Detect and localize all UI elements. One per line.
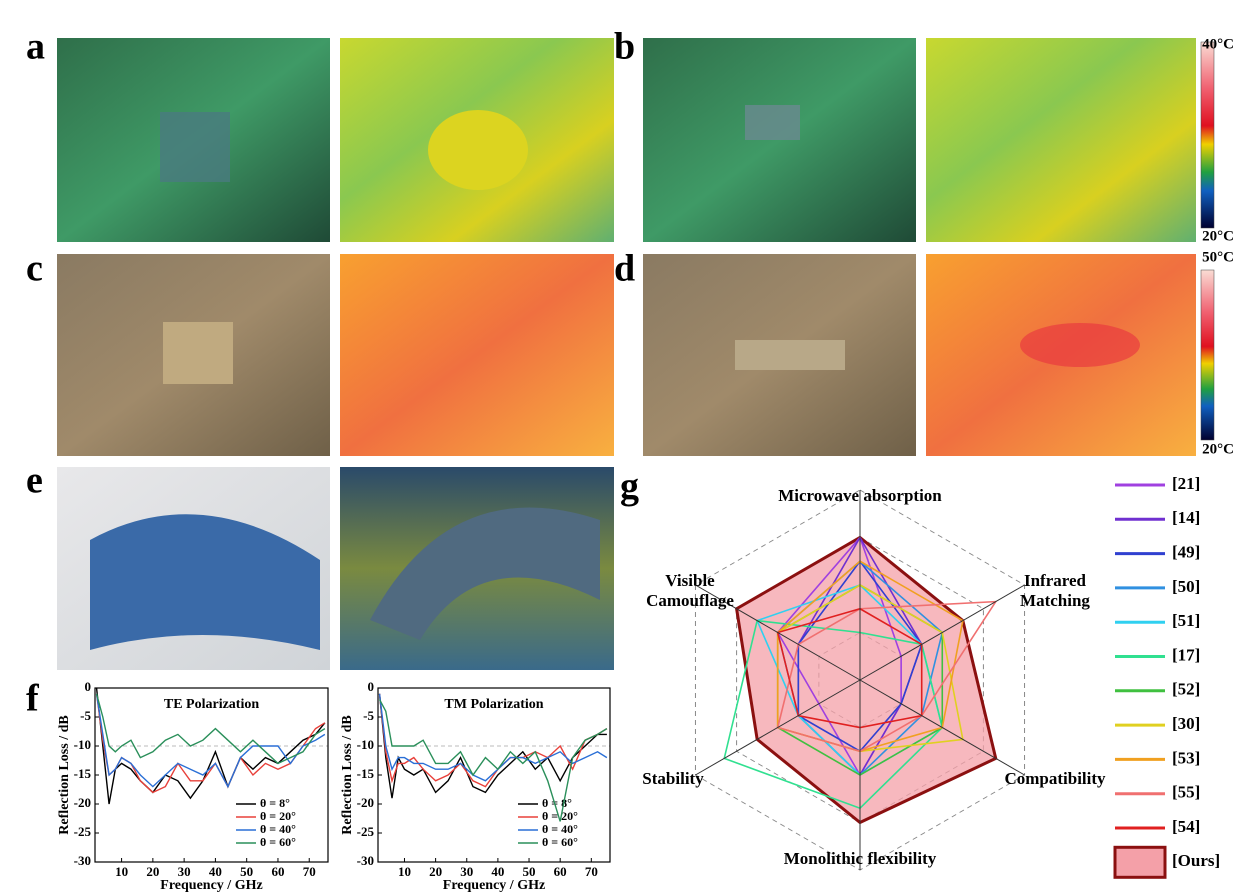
panel-label: g [620, 466, 639, 508]
x-tick-label: 20 [146, 864, 159, 879]
legend-label: [52] [1172, 680, 1200, 699]
spoke [859, 584, 1025, 681]
flexible-sheet [370, 507, 600, 640]
x-tick-label: 50 [240, 864, 253, 879]
legend-label: [17] [1172, 645, 1200, 664]
y-tick-label: -30 [74, 853, 91, 868]
camouflage-patch [160, 112, 230, 182]
camouflage-patch [735, 340, 845, 370]
legend-label: [50] [1172, 577, 1200, 596]
colorbar-max: 50°C [1202, 249, 1234, 265]
series-line [95, 693, 326, 789]
colorbar [1200, 41, 1215, 229]
series-line [95, 693, 326, 765]
panel-label: f [26, 678, 40, 720]
y-axis-label: Reflection Loss / dB [340, 715, 355, 834]
y-tick-label: 0 [368, 679, 375, 694]
legend-label: θ = 40° [542, 822, 578, 836]
x-tick-label: 50 [523, 864, 536, 879]
legend-label: [51] [1172, 611, 1200, 630]
legend-label: [14] [1172, 508, 1200, 527]
legend-label: [30] [1172, 714, 1200, 733]
y-tick-label: -20 [357, 795, 374, 810]
y-axis-label: Reflection Loss / dB [57, 715, 72, 834]
thermal-image [926, 38, 1196, 242]
colorbar-min: 20°C [1202, 441, 1234, 457]
axis-label: Visible Camouflage [646, 571, 734, 610]
y-tick-label: -5 [80, 708, 91, 723]
y-tick-label: -15 [357, 766, 375, 781]
legend-label: θ = 60° [542, 835, 578, 849]
panel-label: e [26, 460, 43, 502]
series-line [378, 693, 608, 782]
spoke [695, 679, 861, 776]
legend-swatch [1113, 845, 1167, 879]
legend-label: θ = 8° [260, 796, 290, 810]
x-tick-label: 40 [491, 864, 504, 879]
thermal-spot [428, 110, 528, 190]
panel-label: c [26, 248, 43, 290]
camouflage-patch [163, 322, 233, 384]
panel-label: d [614, 248, 635, 290]
camouflage-patch [745, 105, 800, 140]
thermal-spot [1020, 323, 1140, 367]
colorbar [1200, 269, 1215, 441]
chart-title: TE Polarization [164, 697, 259, 712]
y-tick-label: -5 [363, 708, 374, 723]
legend-label: θ = 40° [260, 822, 296, 836]
spoke [859, 679, 1025, 776]
chart-title: TM Polarization [444, 697, 543, 712]
legend-label: [54] [1172, 817, 1200, 836]
colorbar-max: 40°C [1202, 36, 1234, 52]
axis-label: Stability [642, 769, 704, 788]
x-tick-label: 70 [585, 864, 598, 879]
legend-label: θ = 20° [260, 809, 296, 823]
legend-label: [53] [1172, 748, 1200, 767]
y-tick-label: -25 [357, 824, 375, 839]
axis-label: Compatibility [1004, 769, 1106, 788]
panel-label: b [614, 26, 635, 68]
x-tick-label: 20 [429, 864, 442, 879]
axis-label: Microwave absorption [778, 486, 942, 505]
x-tick-label: 10 [398, 864, 411, 879]
legend-label: θ = 8° [542, 796, 572, 810]
legend-label: [Ours] [1172, 851, 1220, 870]
legend-label: [55] [1172, 783, 1200, 802]
series-line [95, 687, 326, 805]
legend-label: θ = 20° [542, 809, 578, 823]
x-tick-label: 40 [209, 864, 222, 879]
x-tick-label: 30 [178, 864, 191, 879]
x-tick-label: 30 [460, 864, 473, 879]
legend-label: [49] [1172, 543, 1200, 562]
spoke [695, 584, 861, 681]
x-tick-label: 10 [115, 864, 128, 879]
colorbar-min: 20°C [1202, 228, 1234, 244]
thermal-image [340, 254, 614, 456]
panel-label: a [26, 26, 45, 68]
x-axis-label: Frequency / GHz [160, 878, 262, 893]
x-tick-label: 70 [303, 864, 316, 879]
flexible-sheet [90, 514, 320, 650]
x-tick-label: 60 [271, 864, 284, 879]
x-axis-label: Frequency / GHz [443, 878, 545, 893]
plot-frame [94, 687, 329, 863]
series-line [378, 699, 608, 822]
plot-frame [377, 687, 611, 863]
y-tick-label: -10 [74, 737, 91, 752]
y-tick-label: 0 [85, 679, 92, 694]
legend-label: [21] [1172, 474, 1200, 493]
x-tick-label: 60 [554, 864, 567, 879]
axis-label: Infrared Matching [1020, 571, 1090, 610]
y-tick-label: -20 [74, 795, 91, 810]
y-tick-label: -30 [357, 853, 374, 868]
radar-series [734, 535, 998, 825]
y-tick-label: -25 [74, 824, 92, 839]
axis-label: Monolithic flexibility [784, 849, 937, 868]
y-tick-label: -15 [74, 766, 92, 781]
legend-label: θ = 60° [260, 835, 296, 849]
y-tick-label: -10 [357, 737, 374, 752]
